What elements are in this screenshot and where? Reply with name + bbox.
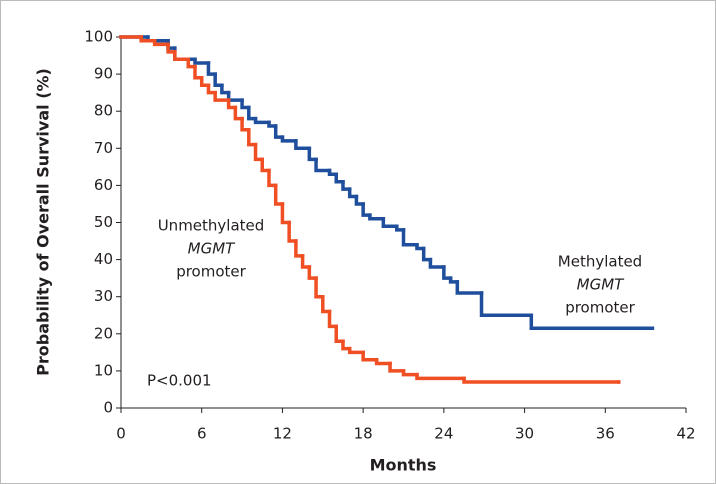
x-tick-label: 6 (197, 425, 207, 443)
survival-step (247, 128, 258, 147)
series-label: MGMT (577, 276, 626, 294)
series-label: Methylated (558, 253, 642, 271)
survival-step (280, 135, 298, 143)
survival-step (273, 124, 285, 139)
survival-step (206, 61, 217, 76)
survival-step (381, 217, 399, 228)
survival-step (166, 42, 177, 54)
survival-step (428, 257, 446, 269)
survival-step (314, 157, 332, 173)
survival-step (395, 224, 406, 232)
y-axis-title: Probability of Overall Survival (%) (34, 68, 53, 376)
y-tick-label: 10 (94, 361, 113, 379)
survival-step (193, 57, 211, 65)
survival-step (287, 220, 298, 243)
survival-step (240, 98, 251, 110)
survival-step (186, 57, 197, 69)
survival-step (462, 376, 621, 384)
y-tick-label: 40 (94, 250, 113, 268)
survival-step (260, 157, 271, 173)
survival-step (341, 339, 352, 351)
survival-step (213, 90, 231, 102)
x-tick-label: 36 (596, 425, 615, 443)
y-tick-label: 60 (94, 176, 113, 194)
survival-step (226, 98, 238, 110)
survival-step (327, 168, 338, 177)
survival-step (442, 265, 453, 280)
x-tick-label: 18 (354, 425, 373, 443)
survival-step (347, 187, 359, 199)
x-tick-label: 30 (515, 425, 534, 443)
survival-step (233, 105, 244, 121)
survival-step (455, 280, 484, 295)
y-tick-label: 80 (94, 102, 113, 120)
survival-step (415, 372, 466, 381)
x-tick-label: 42 (676, 425, 695, 443)
y-tick-label: 90 (94, 65, 113, 83)
series-label: MGMT (188, 240, 237, 258)
survival-step (448, 276, 460, 284)
survival-step (173, 50, 191, 62)
survival-step (341, 179, 352, 191)
survival-step (294, 239, 305, 258)
y-tick-label: 20 (94, 324, 113, 342)
survival-step (361, 202, 372, 217)
survival-step (314, 276, 325, 299)
survival-step (529, 313, 655, 330)
survival-step (152, 38, 170, 47)
survival-step (139, 35, 157, 43)
survival-step (213, 72, 224, 87)
survival-step (294, 139, 312, 151)
y-tick-label: 50 (94, 213, 113, 231)
survival-step (267, 168, 278, 188)
survival-step (267, 120, 278, 128)
survival-step (300, 254, 312, 269)
survival-step (253, 142, 264, 162)
survival-step (334, 172, 345, 184)
survival-step (307, 146, 318, 162)
y-tick-label: 30 (94, 287, 113, 305)
survival-step (193, 64, 204, 80)
survival-step (253, 116, 271, 125)
survival-step (401, 369, 419, 377)
survival-step (240, 116, 251, 132)
p-value: P<0.001 (147, 372, 212, 390)
survival-step (307, 265, 318, 280)
survival-step (354, 194, 365, 206)
survival-step (247, 105, 258, 121)
x-tick-label: 12 (273, 425, 292, 443)
y-tick-label: 100 (84, 28, 113, 46)
y-tick-label: 0 (103, 399, 113, 417)
survival-step (334, 324, 345, 343)
x-tick-label: 0 (116, 425, 126, 443)
y-tick-label: 70 (94, 139, 113, 157)
survival-step (199, 76, 211, 87)
survival-step (421, 246, 433, 262)
survival-step (388, 361, 406, 373)
series-label: promoter (565, 299, 635, 317)
survival-step (206, 83, 217, 95)
series-label: promoter (176, 263, 246, 281)
series-label: Unmethylated (158, 217, 265, 235)
survival-step (361, 350, 379, 362)
survival-step (401, 228, 419, 247)
survival-step (479, 291, 534, 317)
x-axis-title: Months (370, 456, 437, 475)
survival-step (327, 309, 338, 329)
x-tick-label: 24 (434, 425, 453, 443)
survival-step (415, 243, 426, 251)
survival-step (220, 83, 231, 95)
survival-step (280, 202, 291, 225)
survival-step (347, 346, 365, 355)
survival-step (273, 183, 285, 206)
survival-step (374, 358, 392, 366)
survival-step (368, 213, 386, 221)
survival-step (321, 294, 332, 314)
